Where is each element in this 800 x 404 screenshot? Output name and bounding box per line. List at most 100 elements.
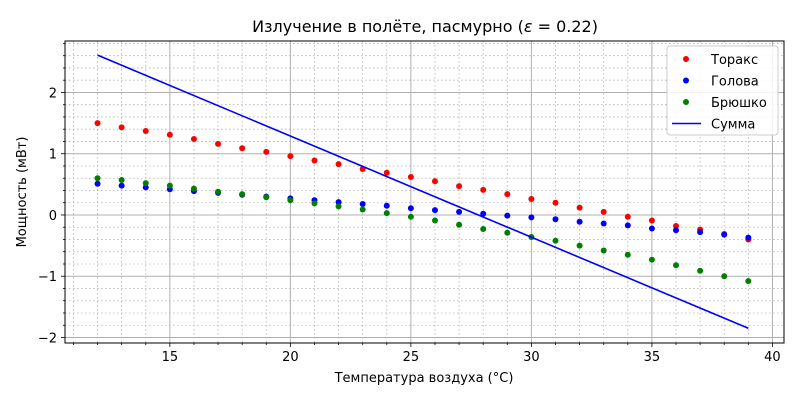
data-point bbox=[407, 213, 414, 220]
chart-title: Излучение в полёте, пасмурно (ε = 0.22) bbox=[252, 17, 598, 36]
data-point bbox=[673, 222, 680, 229]
legend-box bbox=[666, 45, 779, 136]
title-value: = 0.22) bbox=[532, 17, 597, 36]
data-point bbox=[190, 185, 197, 192]
data-point bbox=[673, 262, 680, 269]
plot-series bbox=[94, 54, 752, 330]
data-point bbox=[359, 206, 366, 213]
data-point bbox=[624, 222, 631, 229]
data-point bbox=[697, 267, 704, 274]
data-point bbox=[142, 184, 149, 191]
legend: Торакс Голова Брюшко Сумма bbox=[666, 45, 779, 136]
data-point bbox=[528, 196, 535, 203]
x-axis-label: Температура воздуха (°C) bbox=[334, 371, 514, 386]
data-point bbox=[118, 177, 125, 184]
data-point bbox=[239, 191, 246, 198]
data-point bbox=[166, 131, 173, 138]
data-point bbox=[576, 204, 583, 211]
y-tick-label: 1 bbox=[49, 148, 57, 163]
data-point bbox=[287, 197, 294, 204]
data-point bbox=[745, 278, 752, 285]
data-point bbox=[456, 183, 463, 190]
legend-marker-icon bbox=[683, 56, 689, 62]
data-point bbox=[335, 161, 342, 168]
data-point bbox=[431, 217, 438, 224]
data-point bbox=[456, 221, 463, 228]
x-axis-ticks: 15 20 25 30 35 40 bbox=[73, 343, 781, 365]
data-point bbox=[648, 225, 655, 232]
data-point bbox=[383, 169, 390, 176]
x-tick-label: 30 bbox=[523, 350, 540, 365]
data-point bbox=[118, 124, 125, 131]
data-point bbox=[407, 205, 414, 212]
x-tick-label: 20 bbox=[282, 350, 299, 365]
data-point bbox=[335, 203, 342, 210]
data-point bbox=[504, 191, 511, 198]
data-point bbox=[431, 178, 438, 185]
legend-label: Голова bbox=[711, 75, 759, 90]
data-point bbox=[721, 273, 728, 280]
data-point bbox=[215, 140, 222, 147]
data-point bbox=[576, 218, 583, 225]
data-point bbox=[552, 216, 559, 223]
y-tick-label: −2 bbox=[38, 331, 57, 346]
data-point bbox=[504, 229, 511, 236]
data-point bbox=[528, 214, 535, 221]
legend-marker-icon bbox=[683, 77, 689, 84]
y-tick-label: 2 bbox=[49, 86, 57, 101]
data-point bbox=[431, 207, 438, 214]
data-point bbox=[552, 237, 559, 244]
data-point bbox=[383, 210, 390, 217]
data-point bbox=[190, 136, 197, 143]
plot-frame bbox=[64, 40, 785, 344]
legend-label: Брюшко bbox=[711, 96, 767, 111]
data-point bbox=[624, 213, 631, 220]
data-point bbox=[407, 173, 414, 180]
data-point bbox=[745, 234, 752, 241]
data-point bbox=[456, 208, 463, 215]
data-point bbox=[142, 180, 149, 187]
data-point bbox=[576, 242, 583, 249]
data-point bbox=[504, 212, 511, 219]
x-tick-label: 25 bbox=[403, 350, 420, 365]
y-axis-label: Мощность (мВт) bbox=[15, 137, 30, 248]
x-tick-label: 40 bbox=[764, 350, 781, 365]
data-point bbox=[94, 175, 101, 182]
data-point bbox=[480, 210, 487, 217]
data-point bbox=[480, 226, 487, 233]
y-tick-label: −1 bbox=[38, 270, 57, 285]
x-tick-label: 35 bbox=[644, 350, 661, 365]
x-tick-label: 15 bbox=[162, 350, 179, 365]
data-point bbox=[287, 153, 294, 160]
data-point bbox=[721, 231, 728, 238]
data-point bbox=[648, 217, 655, 224]
data-point bbox=[600, 247, 607, 254]
data-point bbox=[673, 227, 680, 234]
legend-marker-icon bbox=[683, 99, 689, 105]
sum-line bbox=[97, 54, 749, 330]
data-point bbox=[600, 220, 607, 227]
data-point bbox=[648, 256, 655, 263]
data-point bbox=[311, 200, 318, 207]
data-point bbox=[697, 229, 704, 236]
data-point bbox=[624, 251, 631, 258]
data-point bbox=[118, 182, 125, 189]
data-point bbox=[94, 120, 101, 127]
legend-label: Сумма bbox=[711, 118, 755, 133]
data-point bbox=[239, 145, 246, 152]
data-point bbox=[335, 199, 342, 206]
legend-label: Торакс bbox=[710, 53, 758, 68]
data-point bbox=[94, 180, 101, 187]
data-point bbox=[142, 128, 149, 135]
data-point bbox=[552, 199, 559, 206]
data-point bbox=[600, 208, 607, 215]
data-point bbox=[480, 186, 487, 193]
title-symbol: ε bbox=[524, 17, 533, 36]
data-point bbox=[383, 202, 390, 209]
title-text: Излучение в полёте, пасмурно ( bbox=[252, 17, 524, 36]
data-point bbox=[166, 182, 173, 189]
data-point bbox=[215, 188, 222, 195]
y-axis-ticks: −2 −1 0 1 2 bbox=[38, 43, 65, 346]
